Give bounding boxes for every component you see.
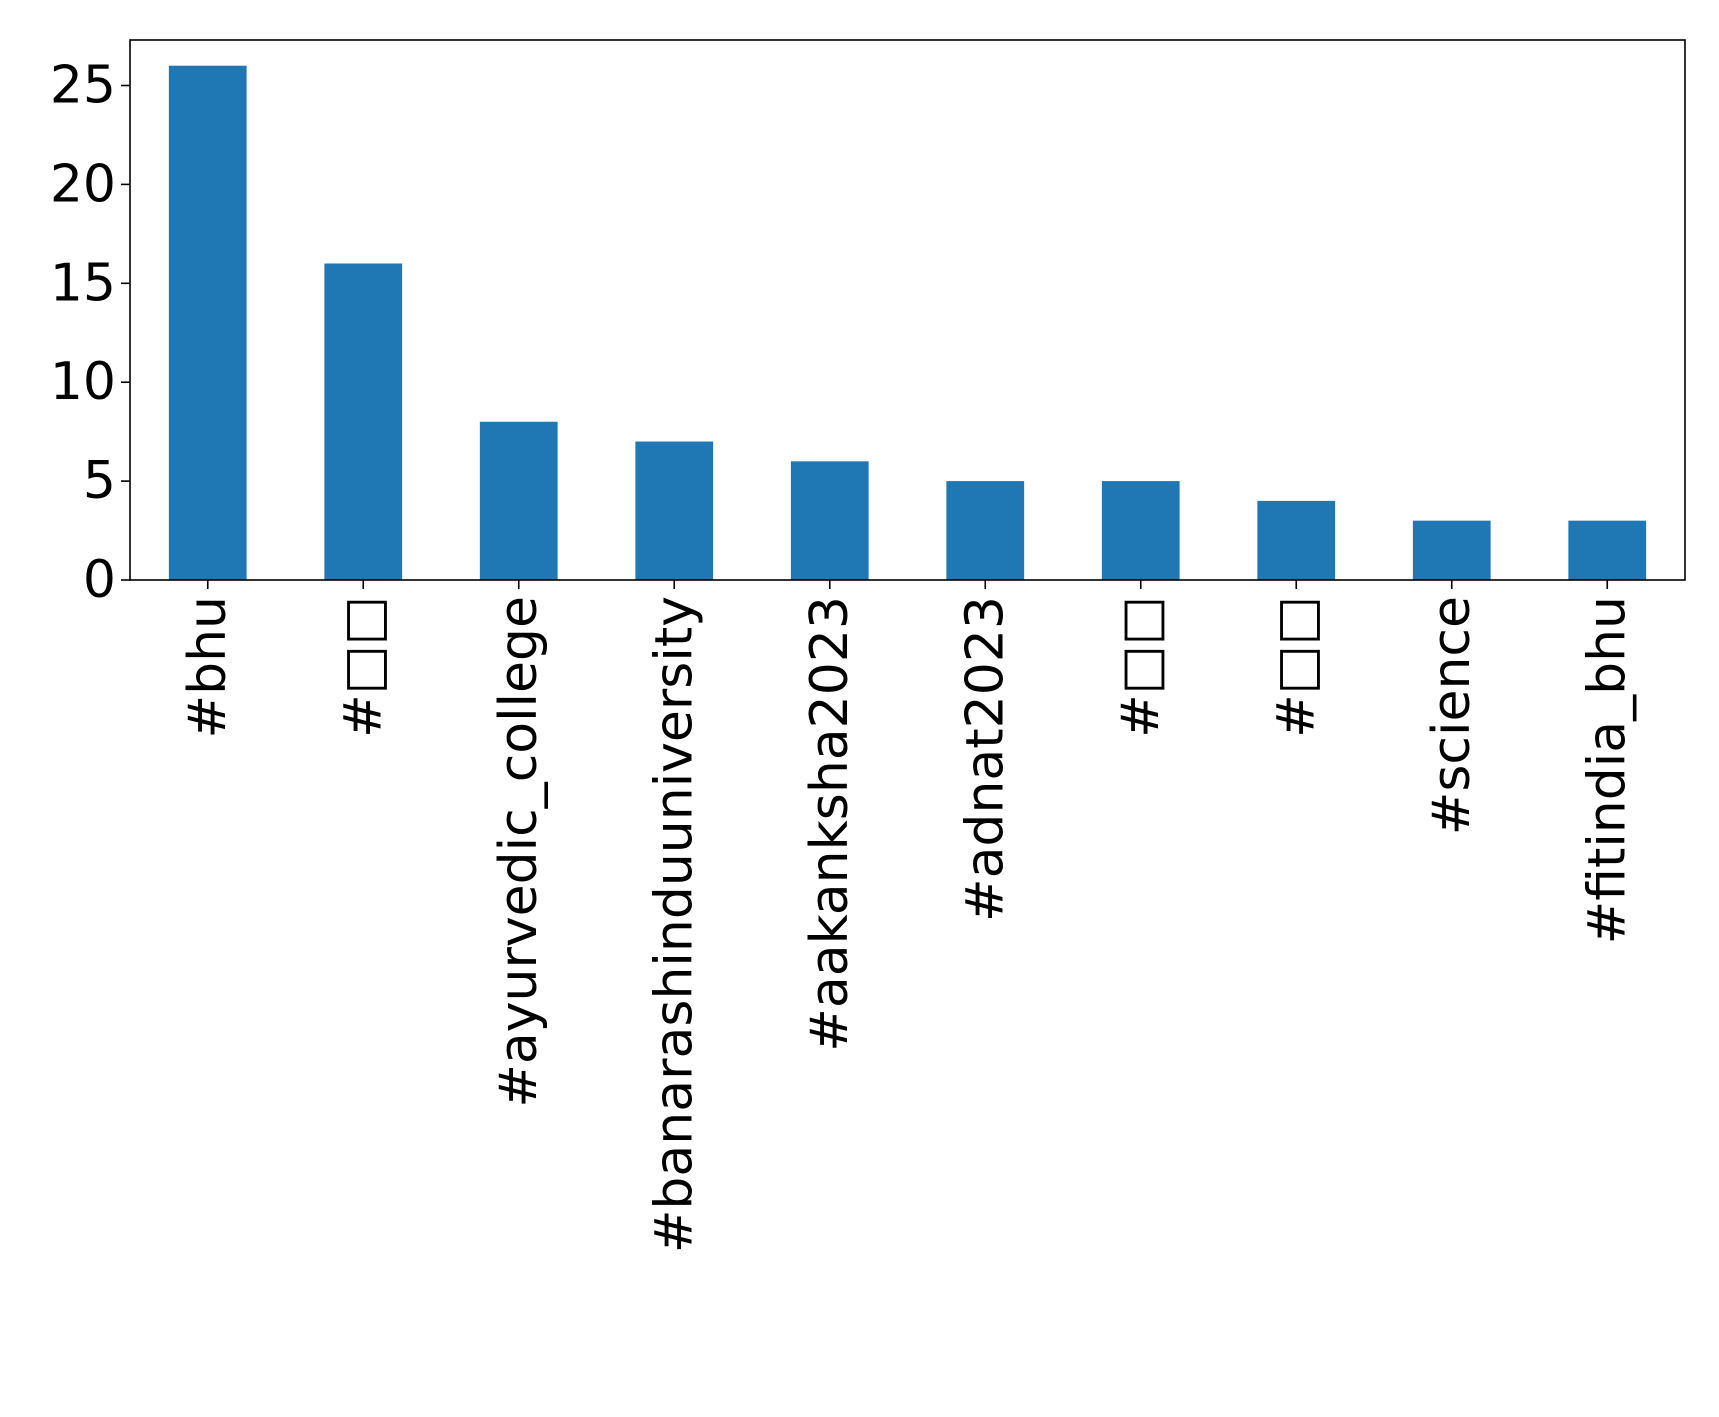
x-tick-label-3: #banarashinduuniversity [644, 596, 704, 1253]
bar-2 [479, 421, 558, 580]
y-tick-label-5: 25 [50, 55, 116, 115]
bar-4 [790, 461, 869, 580]
bar-7 [1257, 500, 1336, 580]
x-tick-label-9: #fitindia_bhu [1577, 596, 1637, 944]
bar-1 [324, 263, 403, 580]
y-tick-label-4: 20 [50, 154, 116, 214]
y-tick-label-1: 5 [83, 451, 116, 511]
x-tick-label-2: #ayurvedic_college [489, 596, 549, 1108]
x-axis: #bhu #□□ #ayurvedic_college #banarashinduun… [178, 580, 1637, 1253]
y-tick-label-0: 0 [83, 550, 116, 610]
y-tick-label-2: 10 [50, 352, 116, 412]
x-tick-label-6: #□□ [1111, 596, 1171, 738]
x-tick-label-4: #aakanksha2023 [800, 596, 860, 1052]
x-tick-label-8: #science [1422, 596, 1482, 835]
bar-5 [946, 481, 1025, 580]
bars-group [168, 65, 1647, 580]
x-tick-label-1: #□□ [333, 596, 393, 738]
x-tick-label-7: #□□ [1266, 596, 1326, 738]
bar-8 [1412, 520, 1491, 580]
y-tick-label-3: 15 [50, 253, 116, 313]
y-axis: 0 5 10 15 20 25 [50, 55, 130, 610]
bar-0 [168, 65, 247, 580]
bar-6 [1101, 481, 1180, 580]
bar-3 [635, 441, 714, 580]
bar-9 [1568, 520, 1647, 580]
plot-frame [129, 39, 1686, 581]
x-tick-label-0: #bhu [178, 596, 238, 739]
x-tick-label-5: #adnat2023 [955, 596, 1015, 922]
